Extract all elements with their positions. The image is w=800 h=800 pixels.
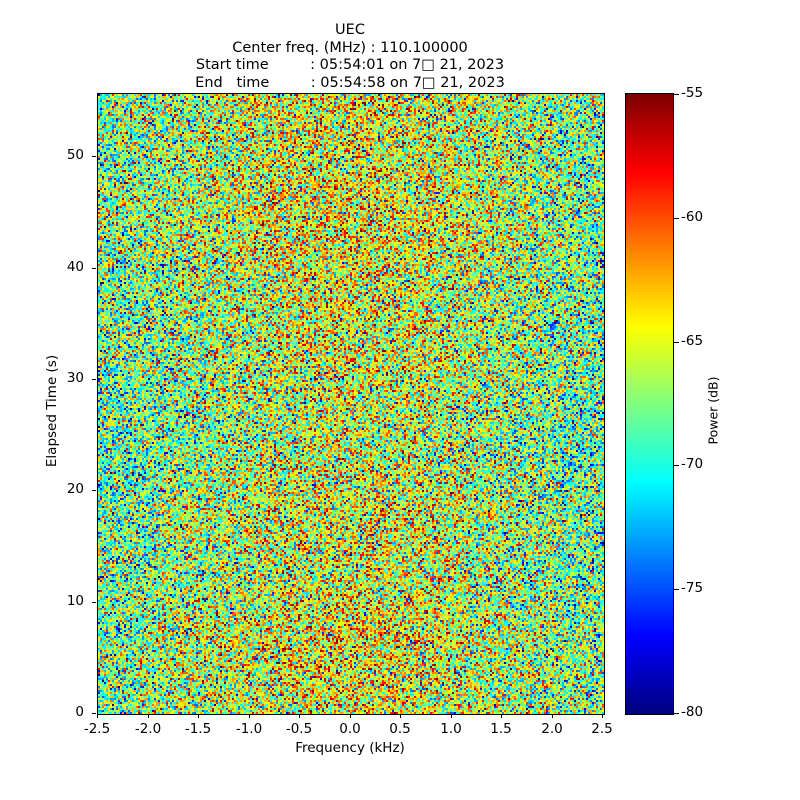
- colorbar-tick-mark: [674, 342, 679, 343]
- y-tick-label: 30: [66, 370, 84, 386]
- colorbar-tick-mark: [674, 465, 679, 466]
- y-tick-mark: [92, 268, 96, 269]
- colorbar-tick-mark: [674, 589, 679, 590]
- figure-title-block: UEC Center freq. (MHz) : 110.100000 Star…: [0, 22, 700, 92]
- x-tick-label: 0.5: [389, 721, 411, 737]
- spectrogram-plot-area: [97, 93, 605, 715]
- colorbar-tick-mark: [674, 218, 679, 219]
- colorbar-tick-label: -75: [681, 580, 704, 596]
- colorbar-tick-mark: [674, 713, 679, 714]
- title-start-time: Start time : 05:54:01 on 7□ 21, 2023: [195, 57, 505, 73]
- colorbar: [625, 93, 674, 715]
- colorbar-label: Power (dB): [705, 376, 721, 445]
- y-tick-mark: [92, 490, 96, 491]
- colorbar-tick-label: -60: [681, 209, 704, 225]
- x-tick-label: -1.5: [184, 721, 212, 737]
- x-tick-mark: [97, 714, 98, 718]
- y-tick-mark: [92, 713, 96, 714]
- colorbar-gradient: [626, 94, 673, 714]
- y-tick-mark: [92, 602, 96, 603]
- x-tick-label: -0.5: [285, 721, 313, 737]
- x-tick-mark: [148, 714, 149, 718]
- title-station: UEC: [335, 22, 365, 38]
- x-axis-label: Frequency (kHz): [295, 740, 405, 756]
- x-tick-mark: [602, 714, 603, 718]
- x-tick-label: 2.5: [591, 721, 613, 737]
- y-tick-mark: [92, 156, 96, 157]
- x-tick-mark: [552, 714, 553, 718]
- x-tick-label: -2.0: [134, 721, 162, 737]
- y-tick-mark: [92, 379, 96, 380]
- x-tick-mark: [451, 714, 452, 718]
- x-tick-mark: [501, 714, 502, 718]
- spectrogram-canvas: [98, 94, 604, 714]
- colorbar-tick-label: -70: [681, 456, 704, 472]
- colorbar-tick-label: -55: [681, 85, 704, 101]
- x-tick-label: 0.0: [339, 721, 361, 737]
- y-tick-label: 10: [66, 593, 84, 609]
- y-tick-label: 50: [66, 147, 84, 163]
- x-tick-mark: [350, 714, 351, 718]
- y-tick-label: 20: [66, 481, 84, 497]
- y-tick-label: 0: [75, 704, 84, 720]
- colorbar-tick-mark: [674, 94, 679, 95]
- x-tick-label: 1.0: [440, 721, 462, 737]
- x-tick-mark: [249, 714, 250, 718]
- title-end-time: End time : 05:54:58 on 7□ 21, 2023: [195, 74, 505, 91]
- x-tick-mark: [198, 714, 199, 718]
- x-tick-mark: [299, 714, 300, 718]
- x-tick-label: -2.5: [83, 721, 111, 737]
- colorbar-tick-label: -65: [681, 333, 704, 349]
- x-tick-mark: [400, 714, 401, 718]
- y-axis-label: Elapsed Time (s): [44, 354, 60, 468]
- title-center-frequency: Center freq. (MHz) : 110.100000: [232, 39, 468, 56]
- colorbar-tick-label: -80: [681, 704, 704, 720]
- x-tick-label: -1.0: [235, 721, 263, 737]
- y-tick-label: 40: [66, 259, 84, 275]
- x-tick-label: 1.5: [490, 721, 512, 737]
- x-tick-label: 2.0: [541, 721, 563, 737]
